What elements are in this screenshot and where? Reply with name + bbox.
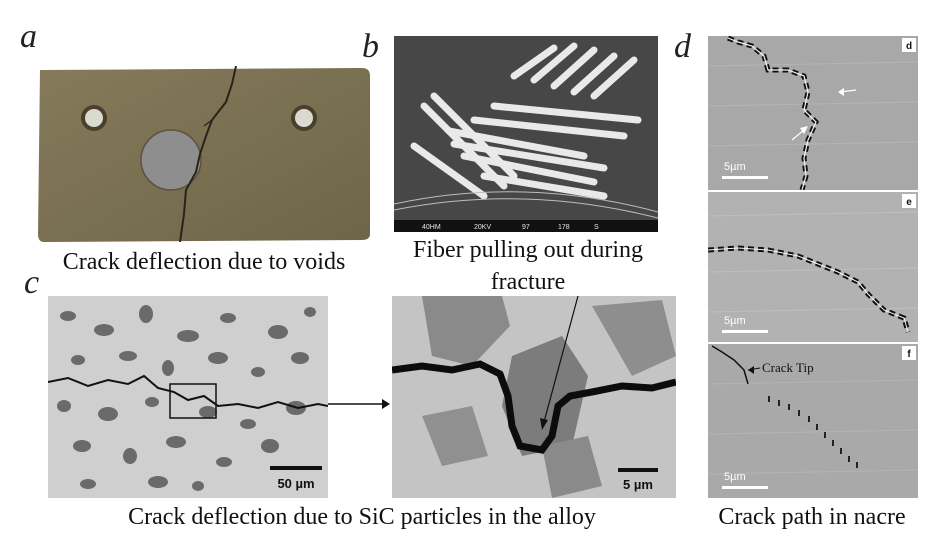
panel-d-sub-e-scale: 5µm xyxy=(724,315,746,327)
sem-info-5: S xyxy=(594,224,599,231)
panel-d-sub-e: e 5µm xyxy=(708,192,918,342)
panel-d-caption: Crack path in nacre xyxy=(718,504,906,530)
panel-c-micrograph-high: 5 µm xyxy=(392,296,676,498)
panel-c-zoom-arrow xyxy=(328,399,390,409)
panel-c-caption: Crack deflection due to SiC particles in… xyxy=(128,504,596,530)
panel-b-letter: b xyxy=(362,28,379,65)
panel-d-sub-f-tag: f xyxy=(907,349,911,360)
panel-a-letter: a xyxy=(20,18,37,55)
sem-info-3: 97 xyxy=(522,224,530,231)
panel-a-caption: Crack deflection due to voids xyxy=(62,249,346,275)
panel-c-scale-left: 50 µm xyxy=(277,476,314,491)
panel-b-caption-line2: fracture xyxy=(490,269,566,295)
panel-c-letter: c xyxy=(24,264,40,301)
panel-b-caption-line1: Fiber pulling out during xyxy=(413,237,643,263)
sem-info-1: 40HM xyxy=(422,224,441,231)
panel-d-sub-d: d 5µm xyxy=(708,36,918,190)
sem-info-4: 178 xyxy=(558,224,570,231)
panel-c-scale-right: 5 µm xyxy=(623,477,653,492)
panel-d-sub-f-annotation: Crack Tip xyxy=(762,360,814,375)
panel-d-sub-d-scale: 5µm xyxy=(724,161,746,173)
panel-a-specimen-image xyxy=(36,66,372,242)
panel-c-micrograph-low: 50 µm xyxy=(48,296,328,498)
panel-d-letter: d xyxy=(674,28,691,65)
panel-d-sub-f-scale: 5µm xyxy=(724,471,746,483)
panel-b-sem-image: 40HM 20KV 97 178 S xyxy=(394,36,658,232)
panel-d-sub-d-tag: d xyxy=(906,41,912,52)
panel-d-sub-f: Crack Tip f 5µm xyxy=(708,344,918,498)
sem-info-2: 20KV xyxy=(474,224,491,231)
panel-d-sub-e-tag: e xyxy=(906,197,912,208)
